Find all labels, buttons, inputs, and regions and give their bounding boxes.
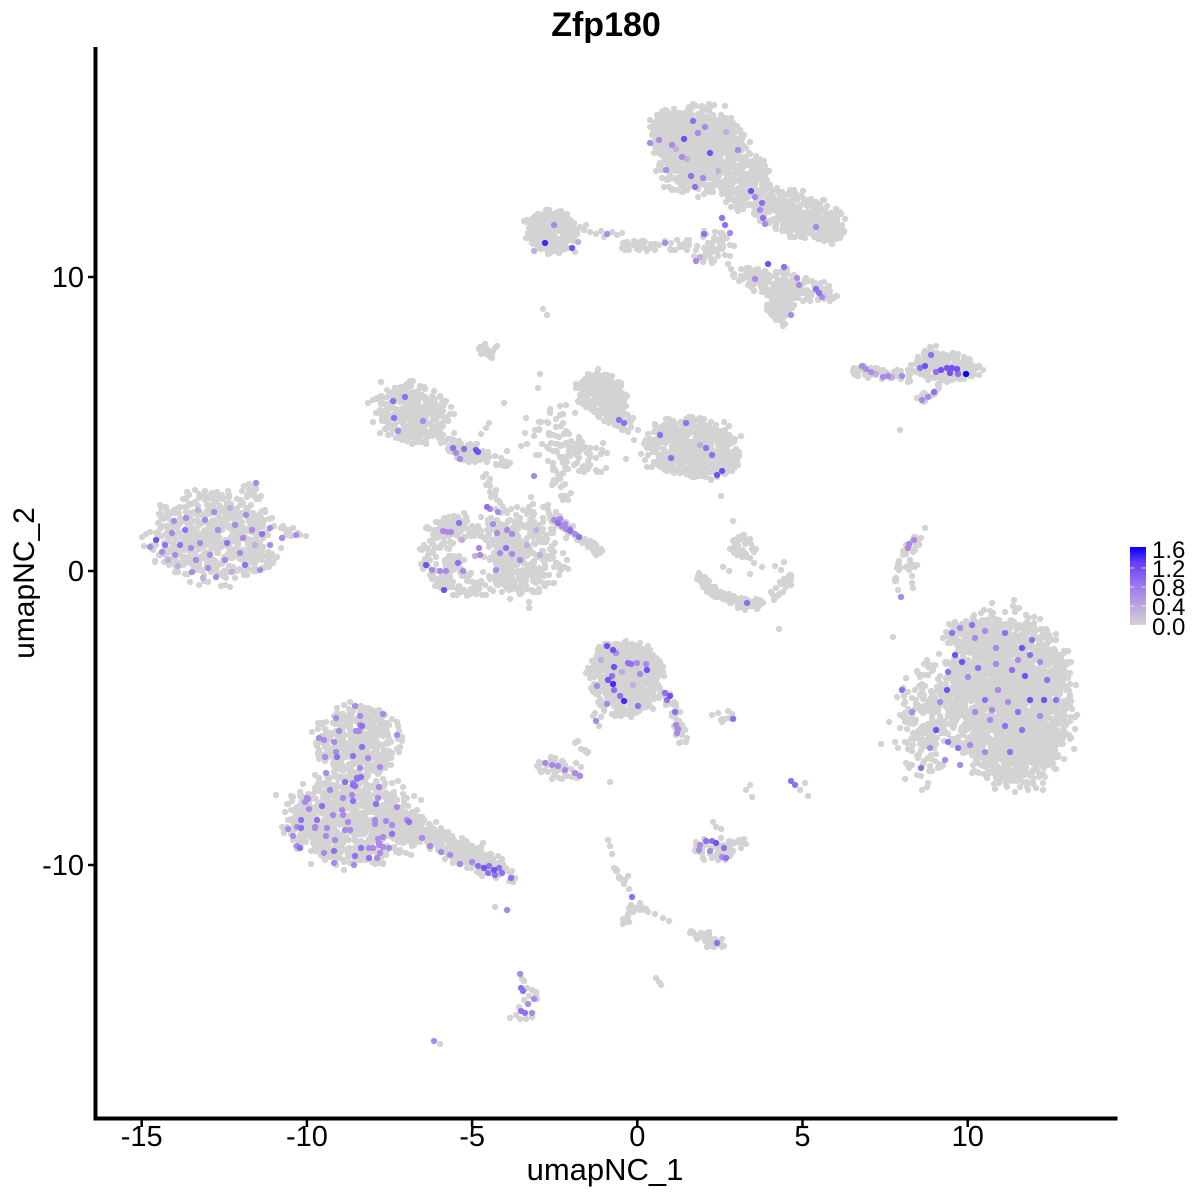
- svg-text:0: 0: [629, 1121, 645, 1153]
- svg-text:-5: -5: [459, 1121, 485, 1153]
- svg-text:-15: -15: [121, 1121, 163, 1153]
- svg-text:10: 10: [952, 1121, 984, 1153]
- svg-text:0.8: 0.8: [1152, 575, 1185, 602]
- svg-text:10: 10: [52, 262, 84, 294]
- svg-text:umapNC_2: umapNC_2: [8, 507, 41, 659]
- svg-text:Zfp180: Zfp180: [551, 6, 661, 44]
- svg-text:umapNC_1: umapNC_1: [527, 1152, 684, 1187]
- svg-text:5: 5: [794, 1121, 810, 1153]
- svg-text:-10: -10: [286, 1121, 328, 1153]
- svg-text:-10: -10: [42, 850, 84, 882]
- svg-text:0: 0: [68, 556, 84, 588]
- svg-text:1.6: 1.6: [1152, 537, 1185, 564]
- svg-text:0.0: 0.0: [1152, 614, 1185, 641]
- svg-text:0.4: 0.4: [1152, 594, 1185, 621]
- svg-text:1.2: 1.2: [1152, 556, 1185, 583]
